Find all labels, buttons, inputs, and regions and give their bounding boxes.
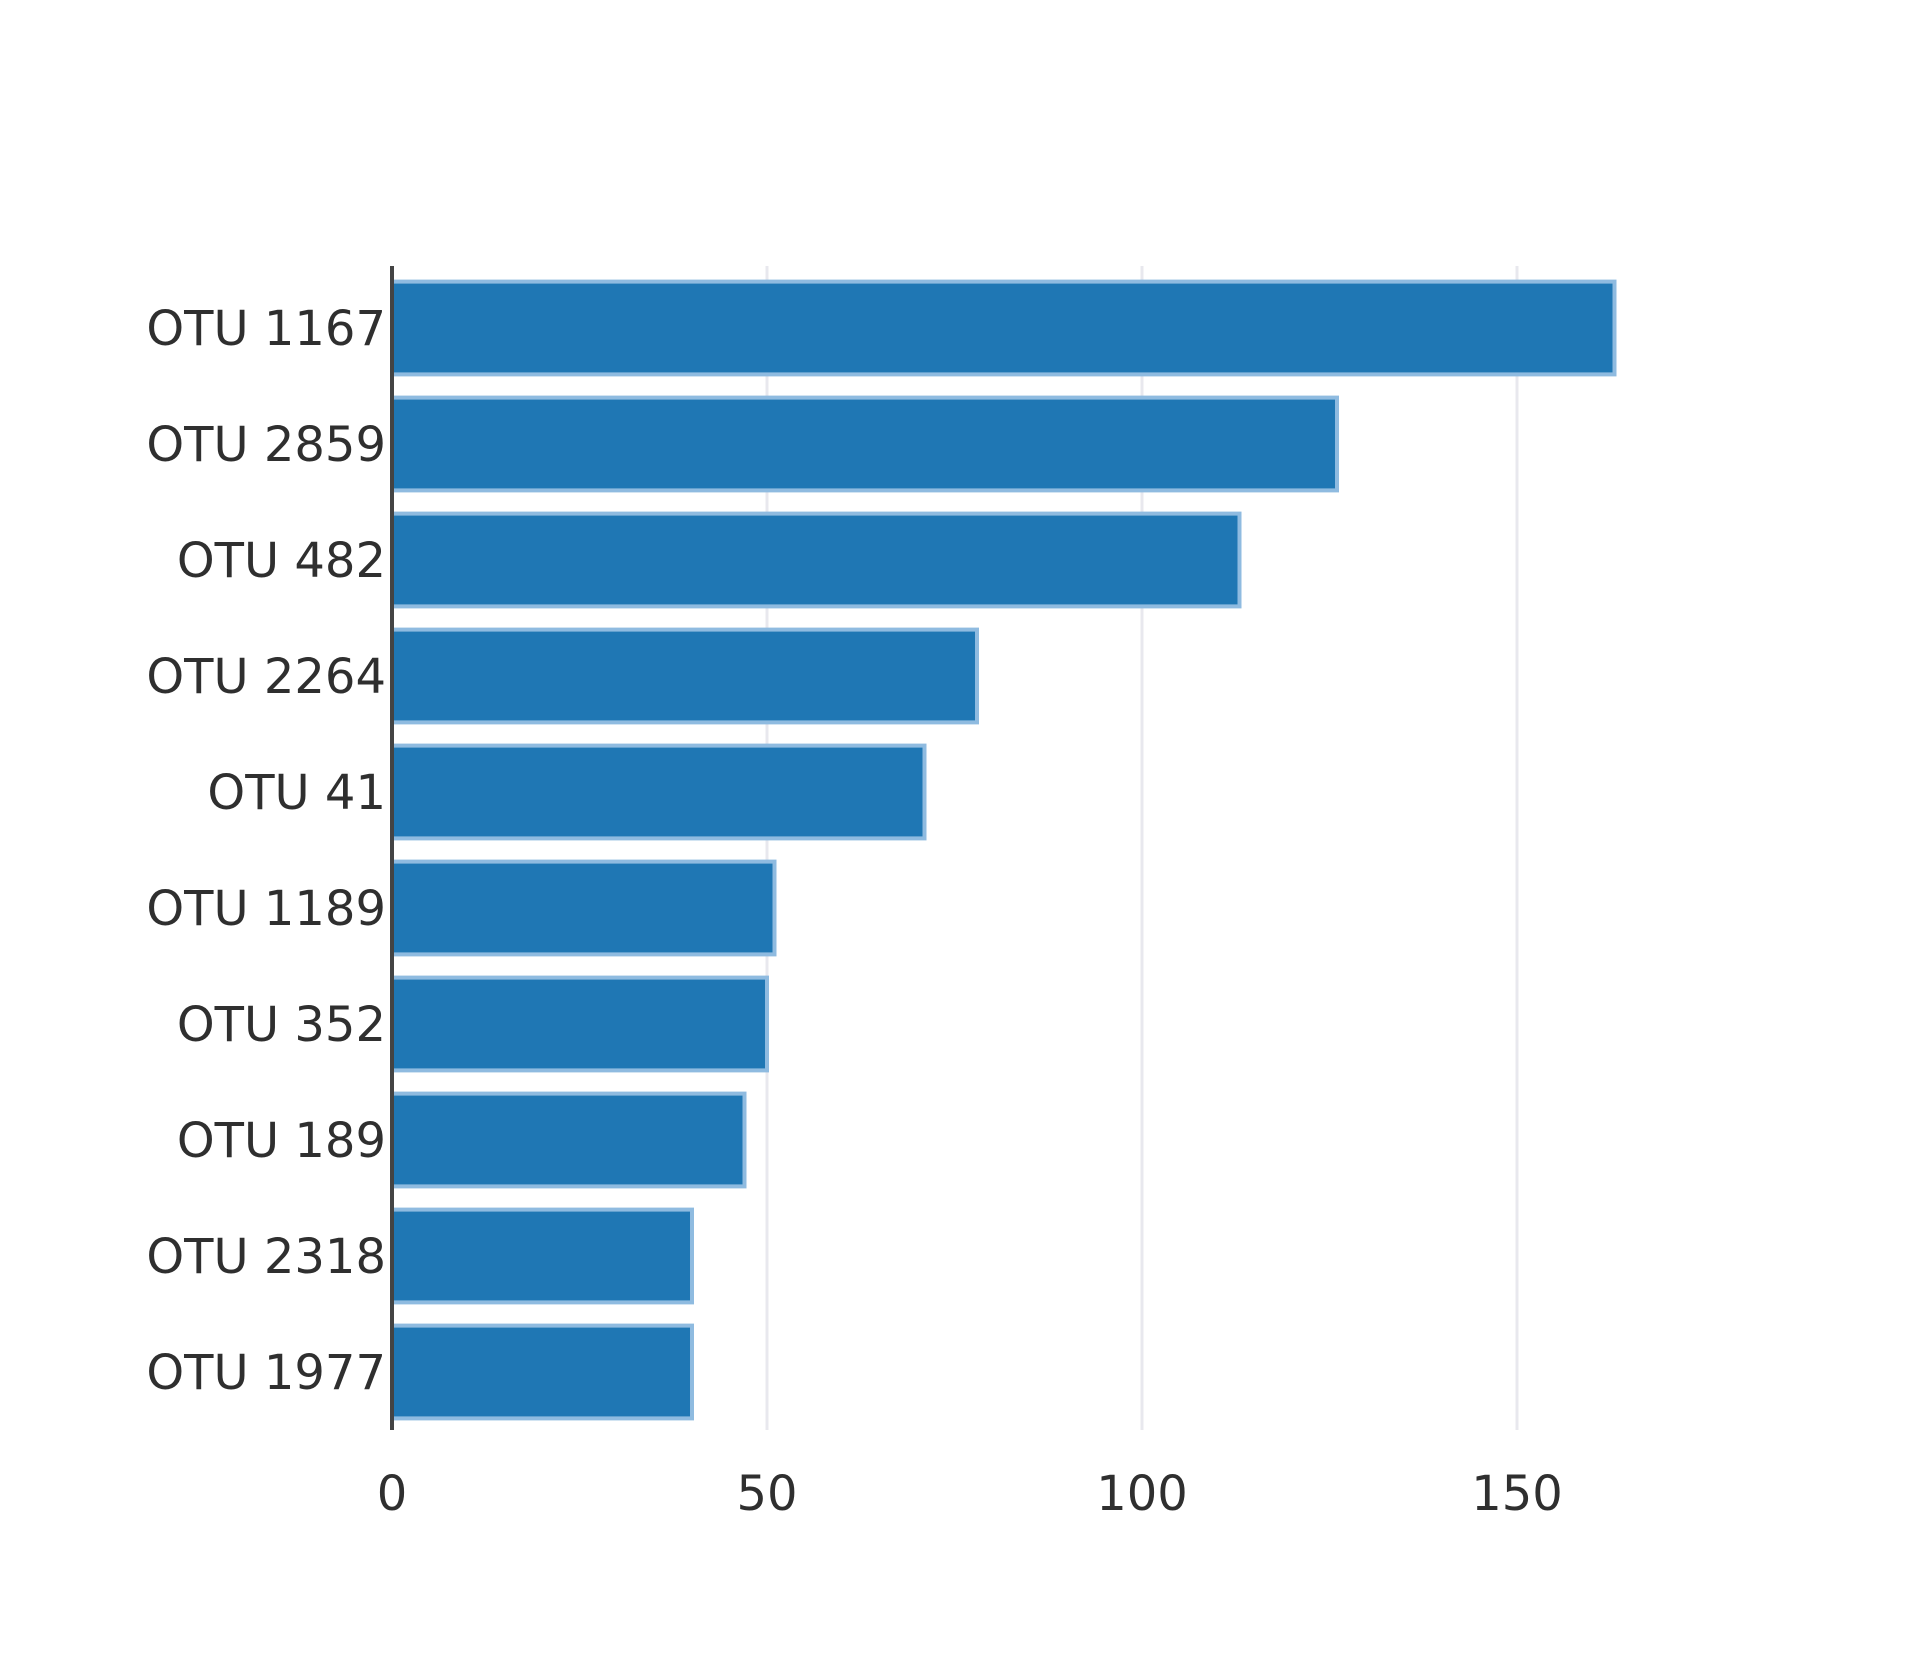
bar <box>390 975 769 1073</box>
y-tick-label: OTU 41 <box>207 765 386 821</box>
x-tick-label: 50 <box>736 1466 797 1522</box>
y-tick-label: OTU 2264 <box>146 649 386 705</box>
bar <box>390 627 979 725</box>
y-tick-label: OTU 2318 <box>146 1229 386 1285</box>
x-tick-label: 150 <box>1471 1466 1563 1522</box>
bar <box>390 743 927 841</box>
bar <box>390 395 1339 493</box>
x-tick-label: 0 <box>377 1466 408 1522</box>
bar <box>390 511 1242 609</box>
bar <box>390 279 1617 377</box>
x-tick-label: 100 <box>1096 1466 1188 1522</box>
y-tick-label: OTU 1167 <box>146 301 386 357</box>
bar <box>390 859 777 957</box>
bars <box>390 279 1617 1421</box>
bar <box>390 1323 694 1421</box>
y-tick-label: OTU 1189 <box>146 881 386 937</box>
y-tick-label: OTU 352 <box>177 997 386 1053</box>
y-tick-label: OTU 2859 <box>146 417 386 473</box>
bar <box>390 1207 694 1305</box>
y-tick-label: OTU 189 <box>177 1113 386 1169</box>
bar <box>390 1091 747 1189</box>
tick-labels: 0 50 100 150 OTU 1167 OTU 2859 OTU 482 OTU 2264… <box>146 301 1562 1522</box>
y-tick-label: OTU 1977 <box>146 1345 386 1401</box>
y-tick-label: OTU 482 <box>177 533 386 589</box>
